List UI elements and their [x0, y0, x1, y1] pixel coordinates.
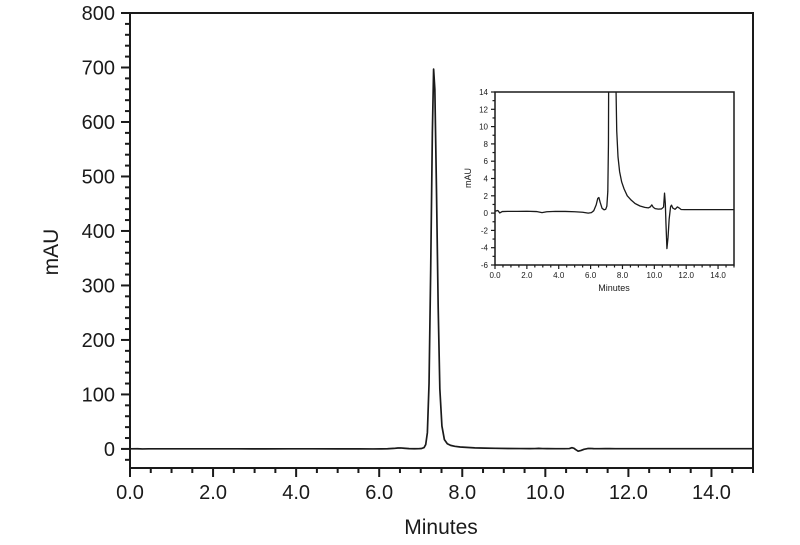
inset-plot-frame — [494, 91, 735, 266]
main-y-tick-label: 0 — [104, 439, 115, 461]
main-x-tick-label: 0.0 — [116, 482, 144, 504]
main-y-tick-label: 300 — [82, 275, 115, 297]
main-x-tick-label: 8.0 — [448, 482, 476, 504]
inset-x-tick-label: 14.0 — [710, 271, 726, 280]
inset-y-tick-label: 10 — [479, 123, 488, 132]
main-y-tick-label: 200 — [82, 330, 115, 352]
main-y-tick-label: 400 — [82, 221, 115, 243]
main-x-axis-title: Minutes — [404, 516, 478, 539]
main-x-tick-label: 10.0 — [526, 482, 565, 504]
main-y-tick-label: 600 — [82, 112, 115, 134]
main-plot-frame — [129, 12, 754, 469]
inset-x-tick-label: 0.0 — [489, 271, 501, 280]
inset-y-tick-label: -2 — [481, 226, 489, 235]
inset-axis-ticks — [491, 91, 735, 269]
inset-x-tick-label: 8.0 — [617, 271, 629, 280]
main-x-tick-label: 2.0 — [199, 482, 227, 504]
main-x-tick-label: 12.0 — [609, 482, 648, 504]
inset-y-tick-label: -4 — [481, 244, 489, 253]
inset-y-axis-title: mAU — [463, 168, 473, 188]
main-y-axis-title: mAU — [40, 229, 63, 276]
inset-chart: 0.0 2.0 4.0 6.0 8.0 10.0 12.0 14.0 -6 -4 -2 0 2 4 6 8 10… — [463, 88, 735, 293]
inset-x-tick-label: 2.0 — [521, 271, 533, 280]
main-axis-ticks — [121, 12, 754, 477]
main-x-tick-label: 14.0 — [692, 482, 731, 504]
inset-x-tick-label: 10.0 — [647, 271, 663, 280]
inset-x-tick-label: 12.0 — [678, 271, 694, 280]
inset-y-tick-label: 14 — [479, 88, 488, 97]
main-y-tick-label: 700 — [82, 57, 115, 79]
inset-y-tick-label: 4 — [484, 175, 489, 184]
inset-trace-line — [495, 92, 734, 250]
main-y-tick-label: 800 — [82, 3, 115, 25]
inset-x-tick-label: 4.0 — [553, 271, 565, 280]
inset-y-tick-label: 6 — [484, 157, 489, 166]
inset-x-tick-label: 6.0 — [585, 271, 597, 280]
inset-y-tick-label: -6 — [481, 261, 489, 270]
inset-y-tick-label: 8 — [484, 140, 489, 149]
main-chart: 0.0 2.0 4.0 6.0 8.0 10.0 12.0 14.00100200300400… — [40, 3, 754, 539]
inset-y-tick-label: 2 — [484, 192, 489, 201]
inset-x-axis-title: Minutes — [598, 283, 630, 293]
inset-y-tick-label: 0 — [484, 209, 489, 218]
main-x-tick-label: 6.0 — [365, 482, 393, 504]
main-y-tick-label: 100 — [82, 384, 115, 406]
main-trace-line — [130, 68, 753, 453]
main-y-tick-label: 500 — [82, 166, 115, 188]
inset-y-tick-label: 12 — [479, 105, 488, 114]
main-x-tick-label: 4.0 — [282, 482, 310, 504]
